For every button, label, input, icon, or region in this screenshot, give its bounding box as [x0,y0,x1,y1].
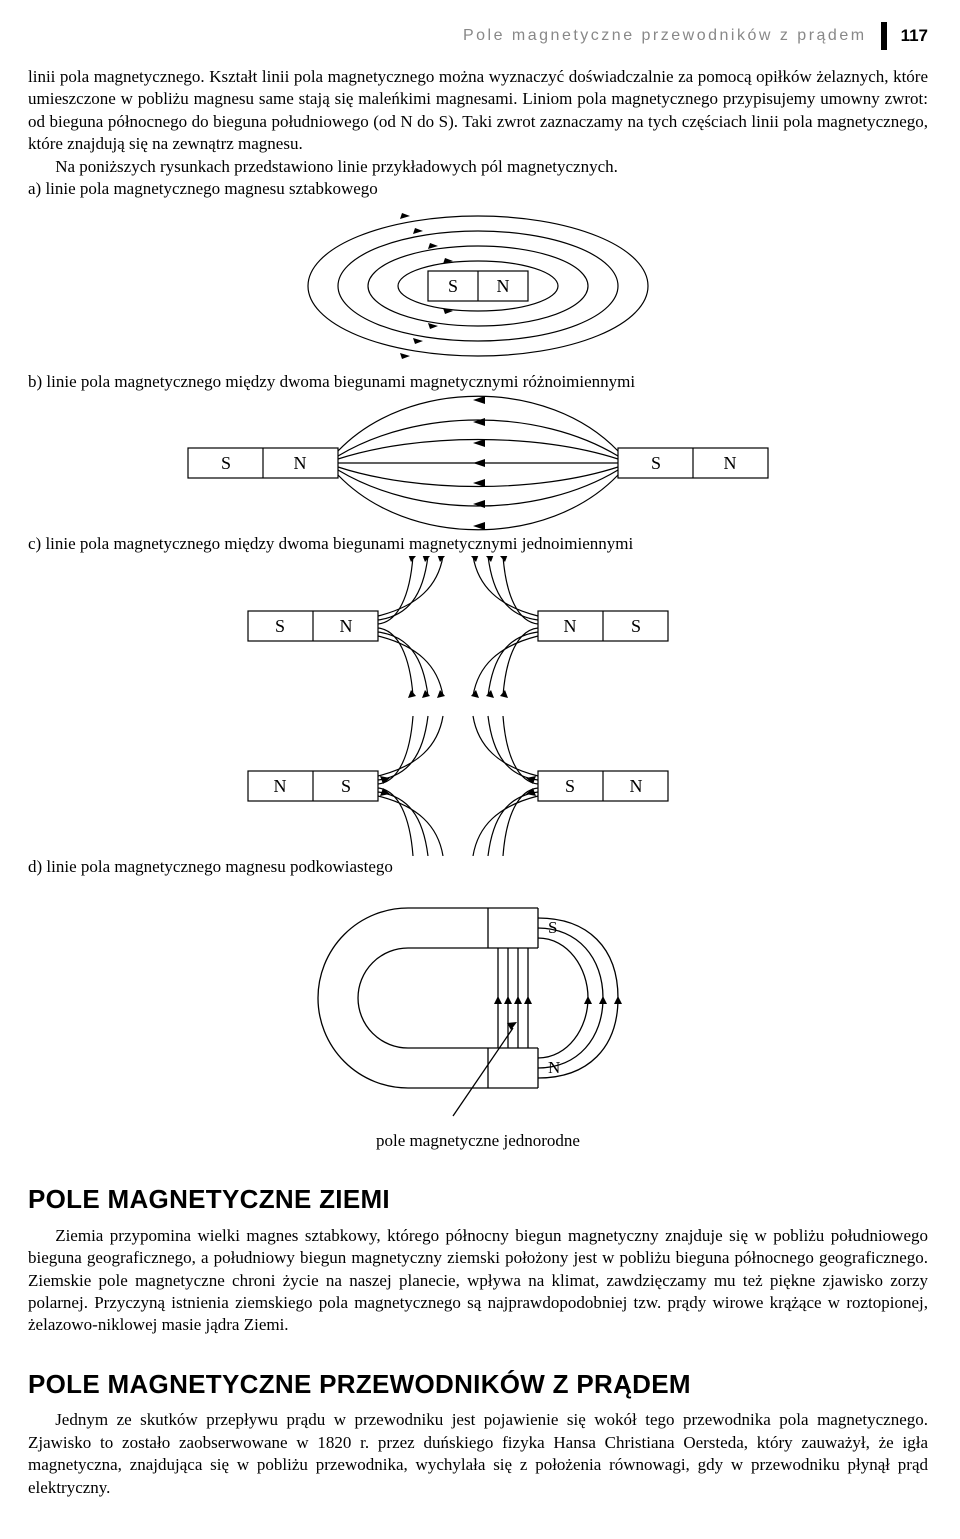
label-s: S [631,616,641,636]
label-n: N [724,453,737,473]
section-heading-przewodnikow: POLE MAGNETYCZNE PRZEWODNIKÓW Z PRĄDEM [28,1367,928,1401]
caption-b: b) linie pola magnetycznego między dwoma… [28,371,928,393]
figure-d: S N pole magnetyczne jednorodne [28,878,928,1152]
label-n: N [630,776,643,796]
figure-b: S N S N [28,393,928,533]
caption-a: a) linie pola magnetycznego magnesu szta… [28,178,928,200]
ziemi-paragraph: Ziemia przypomina wielki magnes sztabkow… [28,1225,928,1337]
page-number: 117 [901,25,928,47]
intro-paragraph: linii pola magnetycznego. Kształt linii … [28,66,928,156]
label-s: S [651,453,661,473]
label-n: N [274,776,287,796]
label-n: N [548,1058,560,1077]
header-divider-icon [881,22,887,50]
label-s: S [221,453,231,473]
page: Pole magnetyczne przewodników z prądem 1… [0,0,960,1539]
label-s: S [548,918,557,937]
label-s: S [448,276,458,296]
label-n: N [340,616,353,636]
caption-c: c) linie pola magnetycznego między dwoma… [28,533,928,555]
running-header: Pole magnetyczne przewodników z prądem 1… [28,22,928,50]
intro-paragraph-2: Na poniższych rysunkach przedstawiono li… [28,156,928,178]
przewodnikow-paragraph: Jednym ze skutków przepływu prądu w prze… [28,1409,928,1499]
section-heading-ziemi: POLE MAGNETYCZNE ZIEMI [28,1182,928,1216]
label-n: N [564,616,577,636]
label-n: N [294,453,307,473]
caption-d: d) linie pola magnetycznego magnesu podk… [28,856,928,878]
chapter-title: Pole magnetyczne przewodników z prądem [463,25,867,46]
label-s: S [565,776,575,796]
horseshoe-caption: pole magnetyczne jednorodne [28,1130,928,1152]
figure-c: S N N S [28,556,928,856]
figure-a: S N [28,201,928,371]
label-n: N [497,276,510,296]
label-s: S [275,616,285,636]
label-s: S [341,776,351,796]
